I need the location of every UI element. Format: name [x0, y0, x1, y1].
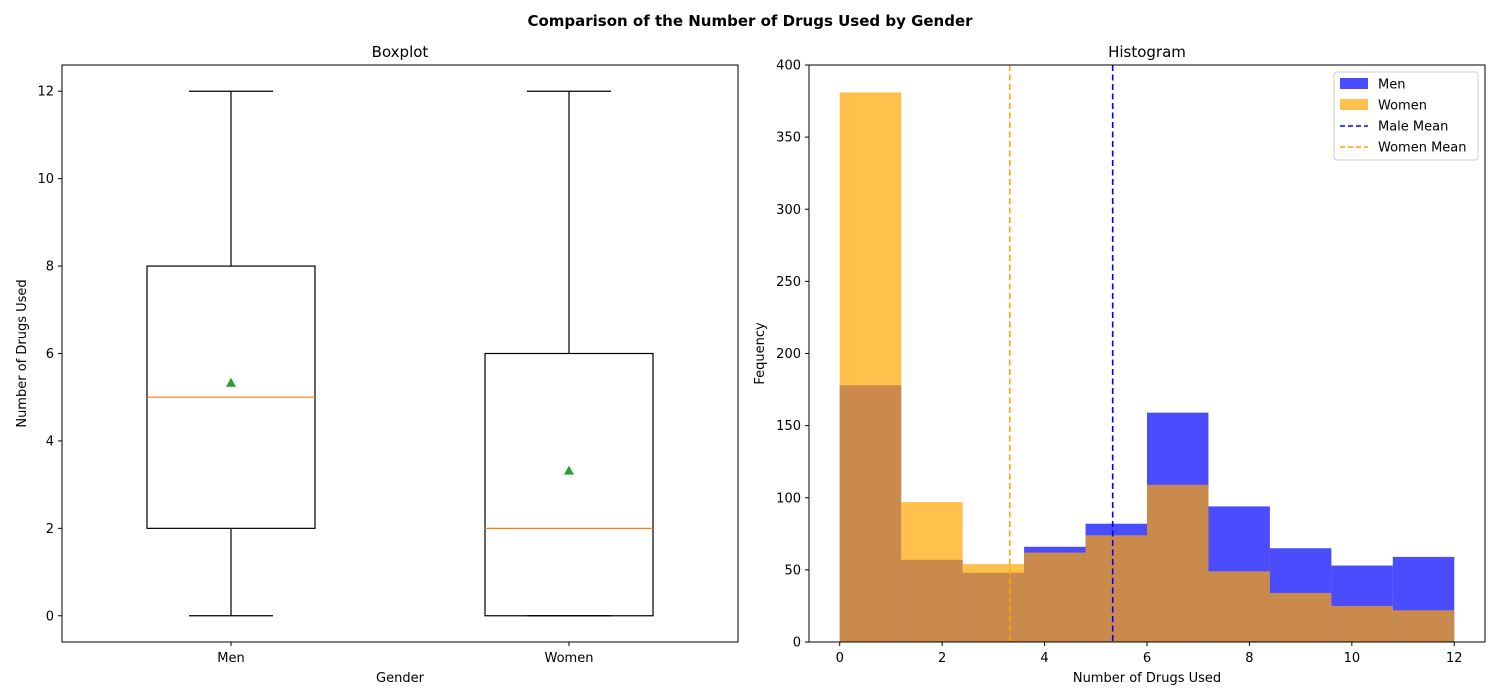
boxplot-x-tick-label: Men [217, 651, 244, 666]
histogram-y-tick-label: 400 [776, 59, 801, 74]
legend-swatch-men [1340, 78, 1368, 89]
boxplot-x-label: Gender [376, 671, 425, 686]
histogram-bar-women [1331, 605, 1393, 642]
mean-marker-men [226, 377, 236, 387]
histogram-x-tick-label: 0 [836, 651, 844, 666]
histogram-legend: Men Women Male Mean Women Mean [1333, 71, 1479, 161]
histogram-bar-women [1085, 535, 1147, 642]
histogram-y-tick-label: 100 [776, 491, 801, 506]
legend-label-male-mean: Male Mean [1378, 120, 1448, 135]
boxplot-y-tick-label: 10 [37, 172, 54, 187]
histogram-x-label: Number of Drugs Used [1073, 671, 1221, 686]
boxplot-y-ticks: 0 2 4 6 8 10 12 [37, 85, 62, 624]
histogram-y-tick-label: 150 [776, 419, 801, 434]
histogram-y-tick-label: 250 [776, 275, 801, 290]
histogram-bar-women [1269, 592, 1332, 642]
box-women [484, 352, 654, 617]
histogram-bar-women [1024, 552, 1086, 642]
boxplot-y-label: Number of Drugs Used [15, 279, 30, 427]
boxplot-y-tick-label: 12 [37, 85, 54, 100]
legend-frame [1333, 71, 1479, 161]
histogram-y-tick-label: 0 [793, 636, 801, 651]
histogram-bar-women [1147, 484, 1209, 642]
histogram-title: Histogram [1108, 43, 1186, 61]
histogram-x-tick-label: 2 [938, 651, 946, 666]
boxplot-plot-area [146, 90, 654, 617]
histogram-x-ticks: 0 2 4 6 8 10 12 [836, 642, 1463, 666]
mean-marker-women [564, 465, 574, 475]
legend-label-women: Women [1378, 99, 1427, 114]
histogram-bar-women [901, 502, 963, 642]
histogram-y-label: Fequency [753, 322, 768, 385]
boxplot-x-tick-label: Women [545, 651, 594, 666]
boxplot-y-tick-label: 8 [46, 260, 54, 275]
histogram-plot-area [839, 65, 1455, 643]
histogram-x-tick-label: 6 [1143, 651, 1151, 666]
histogram-x-tick-label: 10 [1344, 651, 1361, 666]
histogram-y-ticks: 0 50 100 150 200 250 300 350 400 [776, 59, 809, 651]
boxplot-y-tick-label: 0 [46, 609, 54, 624]
histogram-y-tick-label: 200 [776, 347, 801, 362]
histogram-bar-women [839, 92, 902, 643]
histogram-panel: Histogram 0 50 100 150 200 250 300 350 400 0 2 4 6 8… [753, 43, 1486, 686]
boxplot-y-tick-label: 2 [46, 522, 54, 537]
boxplot-y-tick-label: 6 [46, 347, 54, 362]
boxplot-y-tick-label: 4 [46, 434, 54, 449]
histogram-bar-women [1392, 610, 1455, 642]
histogram-bar-women [1208, 571, 1270, 642]
histogram-y-tick-label: 300 [776, 203, 801, 218]
histogram-x-tick-label: 8 [1245, 651, 1253, 666]
histogram-x-tick-label: 12 [1446, 651, 1463, 666]
legend-label-men: Men [1378, 78, 1405, 93]
histogram-x-tick-label: 4 [1040, 651, 1048, 666]
legend-label-women-mean: Women Mean [1378, 141, 1467, 156]
boxplot-title: Boxplot [372, 43, 429, 61]
legend-swatch-women [1340, 99, 1368, 110]
boxplot-panel: Boxplot 0 2 4 6 8 10 12 Men Women Gender Number… [15, 43, 739, 686]
histogram-y-tick-label: 50 [784, 563, 801, 578]
histogram-y-tick-label: 350 [776, 131, 801, 146]
histogram-bar-women [962, 564, 1025, 642]
boxplot-x-ticks: Men Women [217, 642, 593, 666]
figure-title: Comparison of the Number of Drugs Used b… [527, 12, 973, 30]
